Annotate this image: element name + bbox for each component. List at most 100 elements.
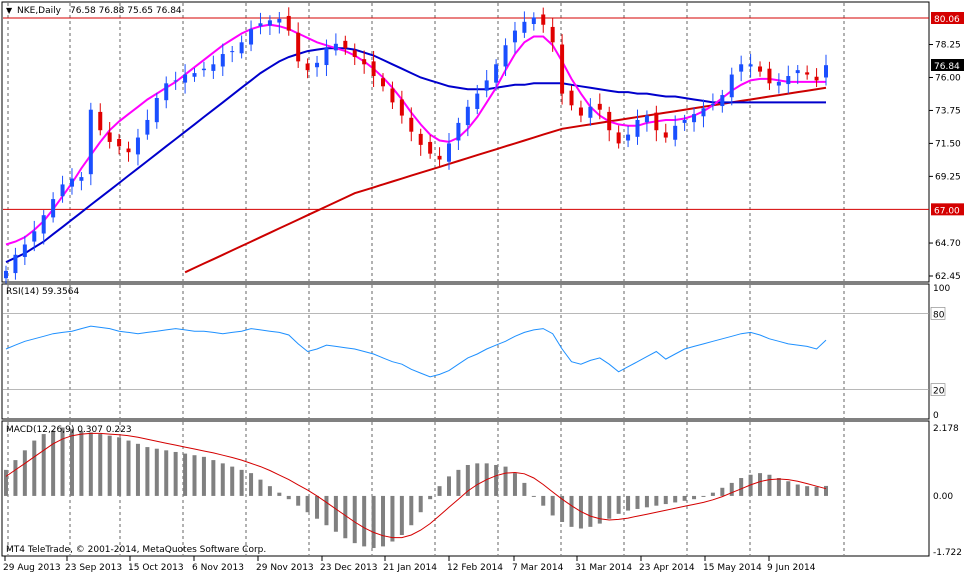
rsi-tick-label: 0 [933,411,939,421]
candle-body [220,54,225,67]
ma-line [184,86,827,274]
macd-signal-line [5,432,827,539]
macd-bar [682,495,687,501]
macd-bar [239,469,244,496]
candle-body [4,270,8,279]
candle-body [362,59,367,65]
macd-bar [729,482,734,496]
macd-bar [673,495,678,503]
macd-indicator [4,427,828,549]
current-price-label: 76.84 [934,62,960,72]
candle-body [258,23,263,27]
candle-body [32,231,37,242]
rsi-indicator [3,313,929,390]
candle-body [164,83,169,101]
time-tick-label: 7 Mar 2014 [512,563,564,573]
macd-bar [277,492,282,496]
macd-bar [776,478,781,496]
main-price-pane[interactable] [1,1,930,283]
candle-body [550,26,555,43]
candle-body [69,178,74,187]
candle-body [22,244,27,257]
candle-body [201,68,206,71]
macd-bar [663,495,668,505]
time-tick-label: 15 May 2014 [703,563,762,573]
rsi-line [5,325,827,378]
candle-body [267,20,272,26]
candle-body [607,111,612,131]
chart-menu-arrow-icon[interactable]: ▼ [6,6,13,15]
level-tag [931,203,964,216]
candle-body [578,107,583,116]
candle-body [286,15,291,31]
candle-body [597,103,602,110]
macd-bar [201,456,206,496]
candle-body [767,68,772,84]
time-tick-label: 23 Dec 2013 [320,563,378,573]
macd-bar [173,451,178,496]
macd-tick-label: -1.722 [933,548,962,558]
candle-body [296,32,301,62]
time-tick-label: 21 Jan 2014 [383,563,437,573]
candle-body [352,50,357,57]
candle-body [541,14,546,25]
candle-body [560,44,565,94]
macd-bar [720,487,725,496]
time-tick-label: 23 Sep 2013 [65,563,122,573]
macd-bar [692,495,697,500]
level-label: 67.00 [934,206,960,216]
candle-body [729,74,734,98]
price-axis: 78.25 76.00 73.75 71.50 69.25 64.70 62.45 [929,41,961,282]
macd-bar [446,476,451,496]
time-tick-label: 15 Oct 2013 [128,563,184,573]
candlesticks[interactable] [4,7,828,284]
macd-bar [786,481,791,496]
macd-bar [324,495,329,526]
candle-body [692,114,697,123]
candle-body [720,95,725,107]
candle-body [739,64,744,72]
price-tick-label: 62.45 [935,272,961,282]
candle-body [13,254,18,274]
macd-bar [362,495,367,547]
vertical-grid [7,3,845,555]
candle-body [512,30,517,43]
macd-bar [739,478,744,496]
rsi-level-label: 80 [933,310,945,320]
price-tick-label: 78.25 [935,41,961,51]
candle-body [494,64,499,83]
rsi-tick-label: 100 [933,284,950,294]
macd-bar [249,473,254,496]
candle-body [673,125,678,140]
rsi-label: RSI(14) 59.3564 [6,287,79,297]
candle-body [409,117,414,132]
ma-line [5,23,826,246]
macd-bar [616,495,621,514]
macd-bar [390,495,395,542]
candle-body [107,132,112,142]
macd-bar [154,448,159,496]
rsi-level-tag [930,383,946,396]
time-tick-label: 9 Jun 2014 [767,563,816,573]
price-tick-label: 69.25 [935,172,961,182]
macd-bar [107,435,112,496]
macd-bar [69,429,74,496]
chart-ohlc: 76.58 76.88 75.65 76.84 [70,6,182,16]
macd-bar [267,486,272,496]
price-tick-label: 73.75 [935,106,961,116]
macd-bar [381,495,386,547]
macd-bar [211,460,216,496]
macd-bar [824,485,828,496]
candle-body [305,63,310,71]
macd-bar [13,460,18,496]
macd-label: MACD(12,26,9) 0.307 0.223 [6,425,132,435]
chart-symbol: NKE,Daily [17,6,62,16]
time-tick-label: 29 Nov 2013 [256,563,314,573]
macd-bar [437,486,442,496]
candle-body [710,103,715,106]
rsi-pane[interactable] [1,283,930,420]
candle-body [79,177,84,181]
level-label: 80.06 [934,15,960,25]
macd-bar [352,495,357,544]
